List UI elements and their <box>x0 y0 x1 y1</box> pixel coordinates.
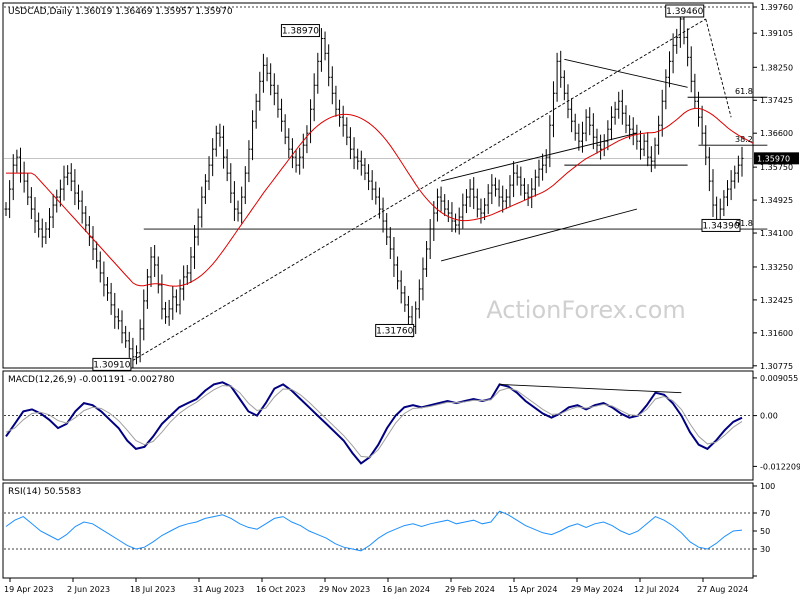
price-label-box <box>92 357 132 371</box>
price-label-box <box>280 24 320 38</box>
macd-y-tick-label: 0.009055 <box>760 374 798 383</box>
price-y-tick-label: 1.34925 <box>760 196 793 205</box>
x-axis: 19 Apr 2023 2 Jun 2023 18 Jul 2023 31 Aug 2… <box>4 578 748 594</box>
last-price-tag <box>754 152 799 165</box>
x-tick-label: 15 Apr 2024 <box>508 585 557 594</box>
fib-label: 61.8 <box>735 87 753 96</box>
price-label: 1.31760 <box>376 326 413 336</box>
macd-line <box>5 381 743 465</box>
price-label: 1.38970 <box>282 27 319 37</box>
x-tick-label: 31 Aug 2023 <box>193 585 244 594</box>
price-y-tick-label: 1.34100 <box>760 229 793 238</box>
price-y-tick-label: 1.37425 <box>760 96 793 105</box>
rsi-y-tick-label: 70 <box>760 509 770 518</box>
rsi-grid <box>4 512 752 550</box>
last-price-label: 1.35970 <box>757 154 790 163</box>
x-tick-label: 29 Feb 2024 <box>445 585 495 594</box>
macd-divergence-line <box>499 383 682 394</box>
x-tick-label: 19 Apr 2023 <box>4 585 53 594</box>
macd-panel-title: MACD(12,26,9) -0.001191 -0.002780 <box>8 375 175 385</box>
price-y-tick-label: 1.30775 <box>760 362 793 371</box>
macd-y-tick-label: -0.012209 <box>760 462 800 471</box>
rsi-panel-frame <box>2 482 754 579</box>
rsi-y-tick-label: 50 <box>760 527 770 536</box>
triangle-upper <box>564 58 688 88</box>
x-tick-label: 2 Jun 2023 <box>67 585 110 594</box>
price-y-tick-label: 1.38250 <box>760 63 793 72</box>
price-label-box <box>665 4 705 18</box>
price-y-tick-label: 1.35750 <box>760 163 793 172</box>
channel-lower <box>440 208 637 262</box>
price-label-box <box>375 323 415 337</box>
macd-y-axis: 0.009055 0.00 -0.012209 <box>753 374 800 471</box>
rsi-line <box>5 510 743 552</box>
rsi-y-tick-label: 30 <box>760 545 770 554</box>
rsi-y-axis: 100 70 50 30 <box>753 482 775 577</box>
price-y-tick-label: 1.32425 <box>760 296 793 305</box>
macd-y-tick-label: 0.00 <box>760 412 778 421</box>
rsi-series <box>5 510 743 552</box>
timeframe: Daily <box>49 7 72 17</box>
x-tick-label: 16 Jan 2024 <box>382 585 430 594</box>
drop-line <box>705 18 732 118</box>
x-tick-label: 27 Aug 2024 <box>697 585 748 594</box>
fib-label: 38.2 <box>735 135 753 144</box>
ohlc-readout: 1.36019 1.36469 1.35957 1.35970 <box>75 7 233 17</box>
x-tick-label: 18 Jul 2023 <box>130 585 175 594</box>
moving-average-line <box>6 107 754 287</box>
x-tick-label: 12 Jul 2024 <box>634 585 679 594</box>
price-label-box <box>701 218 741 232</box>
rsi-y-tick-label: 100 <box>760 482 775 491</box>
x-tick-label: 29 May 2024 <box>571 585 623 594</box>
x-tick-label: 29 Nov 2023 <box>319 585 370 594</box>
price-y-tick-label: 1.39105 <box>760 29 793 38</box>
price-annotations: 1.389701.394601.309101.317601.3439061.83… <box>92 4 753 371</box>
price-label: 1.30910 <box>93 360 130 370</box>
price-y-axis: 1.39760 1.39105 1.38250 1.37425 1.36600 1.357… <box>753 3 799 371</box>
fib-label: 61.8 <box>735 219 753 228</box>
macd-panel-frame <box>2 370 754 481</box>
price-y-tick-label: 1.36600 <box>760 129 793 138</box>
watermark: ActionForex.com <box>486 296 686 324</box>
dashed-trendline <box>132 18 706 361</box>
price-y-tick-label: 1.33250 <box>760 263 793 272</box>
price-label: 1.34390 <box>702 221 739 231</box>
price-series <box>4 8 744 368</box>
symbol: USDCAD <box>8 7 47 17</box>
macd-series <box>5 381 743 465</box>
moving-average <box>6 107 754 287</box>
price-label: 1.39460 <box>666 7 703 17</box>
price-grid <box>4 6 752 159</box>
signal-line <box>5 385 743 458</box>
rsi-panel-title: RSI(14) 50.5583 <box>8 487 81 497</box>
price-y-tick-label: 1.39760 <box>760 3 793 12</box>
x-tick-label: 16 Oct 2023 <box>256 585 305 594</box>
price-y-tick-label: 1.31600 <box>760 329 793 338</box>
price-panel-title: USDCAD,Daily 1.36019 1.36469 1.35957 1.3… <box>8 7 233 17</box>
price-panel-frame <box>2 2 754 369</box>
